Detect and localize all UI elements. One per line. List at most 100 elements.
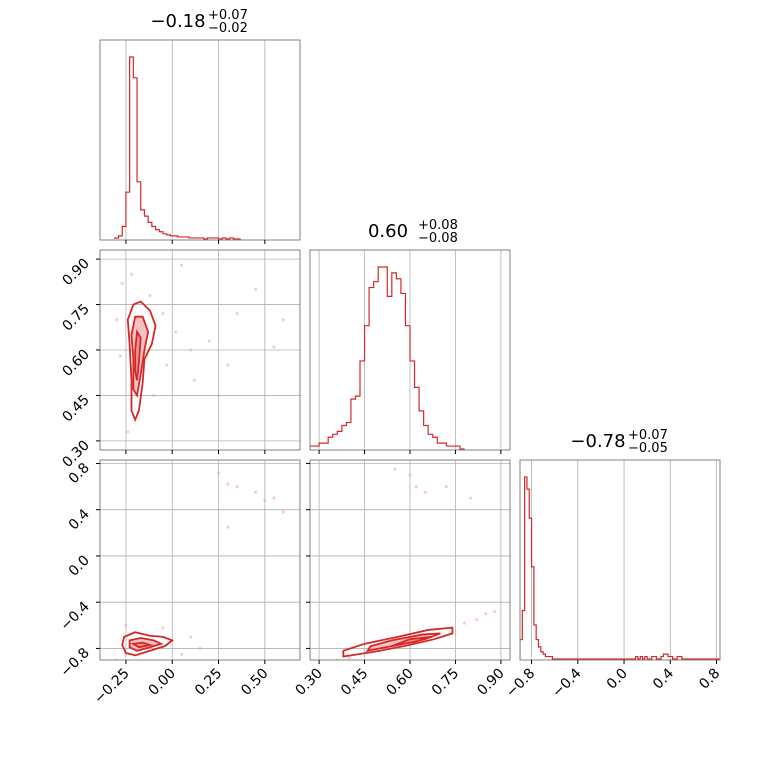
scatter-point [272,496,276,500]
y-tick-label: 0.60 [59,347,92,380]
pair-panel-0-1: 0.300.450.600.750.90 [59,249,301,471]
x-tick-label: −0.8 [503,666,538,701]
pair-panel-0-2: −0.8−0.40.00.40.8 [57,459,301,680]
histogram-1 [310,266,465,450]
y-tick-label: 0.75 [59,301,92,334]
y-tick-label: 0.90 [59,256,92,289]
panels-layer: −0.18 +0.07−0.020.60 +0.08−0.08−0.78 +0.07−… [57,8,723,707]
x-tick-label: 0.4 [650,665,677,692]
y-tick-label: 0.45 [59,392,92,425]
x-tick-label: −0.4 [549,665,584,700]
pair-content [100,250,300,450]
scatter-point [235,312,239,316]
scatter-point [324,661,327,664]
contour-line [130,315,150,398]
x-tick-label: 0.00 [146,666,179,699]
scatter-point [226,482,230,486]
scatter-point [423,490,427,494]
contour-line [391,635,432,648]
scatter-point [161,626,165,630]
scatter-point [216,393,221,398]
scatter-point [281,318,285,322]
scatter-point [216,471,221,475]
axes-frame [99,39,301,241]
contour-line [130,641,154,649]
scatter-point [120,281,124,285]
scatter-point [253,287,258,291]
scatter-point [115,318,119,322]
scatter-point [484,612,488,616]
scatter-point [272,345,276,349]
y-tick-label: −0.8 [57,645,92,680]
scatter-point [469,496,473,500]
contour-line [121,631,175,657]
scatter-point [192,378,197,382]
scatter-point [414,484,418,489]
param-title-plus: +0.08 [418,218,458,233]
scatter-point [129,272,134,276]
param-title-minus: −0.02 [208,21,248,36]
hist-panel-2: −0.78 +0.07−0.05 [519,428,721,664]
param-title-plus: +0.07 [208,8,248,23]
scatter-point [174,330,178,334]
pair-panel-1-2 [306,459,511,664]
scatter-point [493,609,497,614]
scatter-point [189,348,193,352]
x-tick-label: 0.0 [604,666,631,693]
scatter-point [475,617,479,622]
param-title-median: −0.18 [150,11,205,32]
scatter-point [347,656,351,660]
axes-frame [99,459,301,661]
scatter-point [281,510,285,514]
scatter-point [393,467,397,471]
scatter-point [124,623,128,627]
scatter-point [148,293,152,298]
scatter-point [444,484,448,489]
scatter-point [462,621,467,625]
scatter-point [179,263,184,267]
scatter-point [165,363,169,367]
scatter-point [198,646,202,651]
hist-panel-1: 0.60 +0.08−0.08 [309,218,511,454]
x-tick-label: 0.45 [338,666,371,699]
y-tick-label: 0.0 [66,552,93,579]
x-tick-label: 0.75 [429,666,462,699]
contour-line [128,637,164,652]
scatter-point [118,354,122,358]
histogram-0 [114,56,241,240]
param-title-minus: −0.05 [628,441,668,456]
scatter-point [126,430,130,434]
param-title-median: 0.60 [368,221,408,242]
x-tick-label: 0.60 [383,666,416,699]
x-tick-label: 0.30 [293,666,326,699]
param-title-minus: −0.08 [418,231,458,246]
contour-line [342,626,454,658]
x-tick-label: 0.50 [238,666,271,699]
param-title-plus: +0.07 [628,428,668,443]
axes-frame [519,459,721,661]
scatter-point [226,525,230,529]
x-tick-label: 0.90 [474,666,507,699]
scatter-point [226,363,230,367]
scatter-point [189,635,193,639]
scatter-point [179,652,184,656]
contour-line [134,329,142,381]
pair-content [100,460,300,660]
scatter-point [235,484,239,489]
y-tick-label: 0.4 [66,506,93,533]
scatter-point [263,498,267,503]
scatter-point [152,393,156,398]
param-title-median: −0.78 [570,431,625,452]
x-tick-label: −0.25 [91,666,133,708]
scatter-point [207,339,211,343]
scatter-point [408,473,412,477]
x-tick-label: 0.25 [192,666,225,699]
histogram-2 [520,476,720,660]
contour-line [126,300,157,423]
y-tick-label: −0.4 [57,599,92,634]
hist-panel-0: −0.18 +0.07−0.02 [99,8,301,244]
x-tick-label: 0.8 [696,666,723,693]
scatter-point [253,490,258,494]
pair-content [310,460,510,664]
